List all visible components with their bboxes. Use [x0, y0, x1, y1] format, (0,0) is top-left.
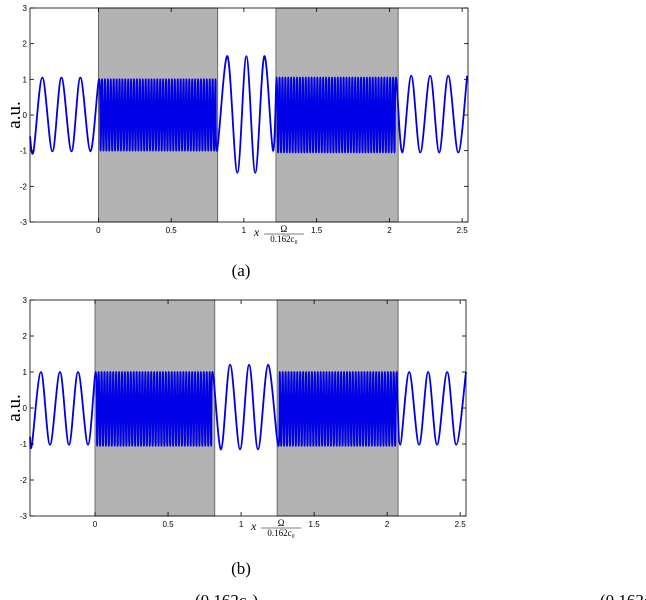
y-tick-label: 3 [23, 4, 28, 13]
footer-text: (0.162c₀) [600, 591, 646, 600]
x-tick-label: 0 [93, 520, 98, 529]
y-tick-label: -3 [20, 218, 28, 227]
y-tick-label: -3 [20, 512, 28, 521]
x-tick-label: 1.5 [311, 226, 323, 235]
x-label-den: 0.162c₀ [267, 528, 294, 538]
y-tick-label: 1 [23, 368, 28, 377]
x-label-num: Ω [281, 224, 288, 234]
y-tick-label: -1 [20, 147, 28, 156]
x-tick-label: 2 [385, 520, 390, 529]
y-tick-label: 2 [23, 332, 28, 341]
caption: (b) [231, 559, 251, 578]
x-tick-label: 0 [96, 226, 101, 235]
x-tick-label: 2.5 [455, 520, 467, 529]
x-label-den: 0.162c₀ [270, 234, 297, 244]
y-tick-label: 0 [23, 111, 28, 120]
x-tick-label: 1 [239, 520, 244, 529]
x-tick-label: 2.5 [457, 226, 469, 235]
x-tick-label: 0.5 [162, 520, 174, 529]
panel: -3 -2 -1 0 1 2 3 0 0.5 1 1.5 2 2.5 x Ω0.162c₀ a.u. (b) [4, 296, 467, 578]
x-tick-label: 2 [387, 226, 392, 235]
signal-line [29, 55, 469, 174]
x-label-var: x [253, 225, 260, 239]
signal-line [29, 363, 467, 451]
y-label: a.u. [4, 101, 25, 128]
x-label-var: x [250, 519, 257, 533]
y-tick-label: -1 [20, 440, 28, 449]
panel: -3 -2 -1 0 1 2 3 0 0.5 1 1.5 2 2.5 x Ω0.162c₀ a.u. (a) [4, 4, 469, 280]
x-tick-label: 1.5 [309, 520, 321, 529]
x-tick-label: 1 [242, 226, 247, 235]
footer-text: (0.162c₀) [195, 591, 258, 600]
y-tick-label: 0 [23, 404, 28, 413]
y-tick-label: -2 [20, 182, 28, 191]
y-tick-label: 1 [23, 75, 28, 84]
y-tick-label: 2 [23, 40, 28, 49]
y-tick-label: 3 [23, 296, 28, 305]
caption: (a) [232, 261, 251, 280]
y-label: a.u. [4, 394, 25, 421]
x-tick-label: 0.5 [166, 226, 178, 235]
y-tick-label: -2 [20, 476, 28, 485]
x-label-num: Ω [278, 518, 285, 528]
